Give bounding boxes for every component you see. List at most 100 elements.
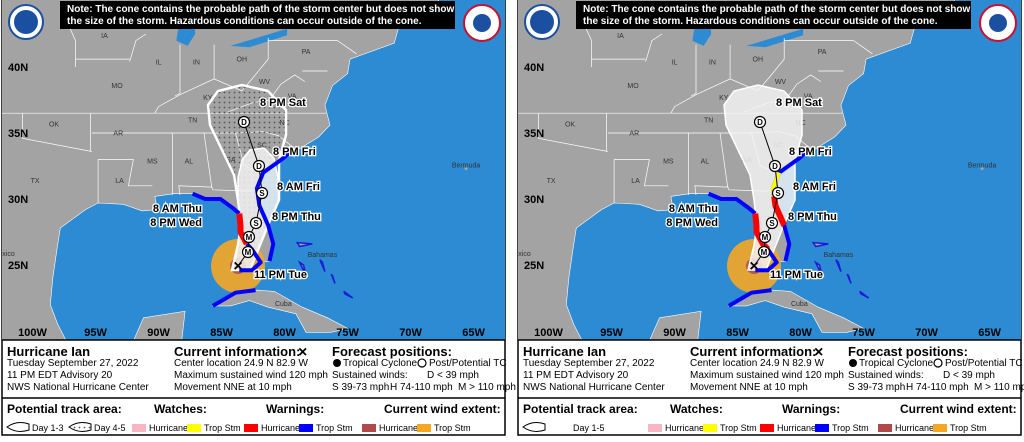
- tropical-label: Tropical Cyclone: [859, 358, 934, 369]
- note-text: Note: The cone contains the probable pat…: [583, 4, 970, 15]
- lon-label: 70W: [915, 327, 938, 339]
- lon-label: 65W: [978, 327, 1001, 339]
- place-label: AL: [701, 158, 710, 165]
- warnings-title: Warnings:: [782, 402, 840, 416]
- place-label: TN: [188, 117, 197, 124]
- lon-label: 95W: [84, 327, 107, 339]
- storm-info: NWS National Hurricane Center: [7, 382, 149, 393]
- warnings-title: Warnings:: [266, 402, 324, 416]
- place-label: MS: [147, 158, 158, 165]
- forecast-marker: D: [757, 118, 763, 127]
- forecast-marker: D: [256, 162, 262, 171]
- forecast-time: 8 PM Thu: [788, 211, 837, 223]
- winds-label: D < 39 mph: [943, 370, 995, 381]
- place-label: MS: [663, 158, 674, 165]
- current-line: Maximum sustained wind 120 mph: [690, 370, 844, 381]
- watches-swatch: [187, 424, 201, 432]
- tropical-icon: [849, 359, 857, 367]
- forecast-marker: D: [241, 118, 247, 127]
- lon-label: 95W: [600, 327, 623, 339]
- place-label: LA: [631, 178, 640, 185]
- lon-label: 75W: [336, 327, 359, 339]
- place-label: AR: [629, 131, 639, 138]
- note-text: Note: The cone contains the probable pat…: [67, 4, 454, 15]
- forecast-time: 8 PM Fri: [789, 146, 832, 158]
- post-label: Post/Potential TC: [429, 358, 507, 369]
- watches-swatch: [132, 424, 146, 432]
- warnings-label: Hurricane: [261, 423, 300, 433]
- place-label: MO: [627, 83, 639, 90]
- post-icon: [934, 359, 942, 367]
- winds-label: Sustained winds:: [332, 370, 408, 381]
- storm-info: Tuesday September 27, 2022: [523, 358, 655, 369]
- watches-title: Watches:: [154, 402, 207, 416]
- forecast-time: 8 PM Wed: [666, 217, 718, 229]
- place-label: PA: [818, 49, 827, 56]
- place-label: MO: [111, 83, 123, 90]
- lat-label: 35N: [8, 128, 28, 140]
- track-label: Day 4-5: [94, 423, 126, 433]
- forecast-marker: S: [259, 189, 265, 198]
- place-label: AR: [113, 131, 123, 138]
- storm-info: Hurricane Ian: [7, 344, 90, 359]
- current-line: Center location 24.9 N 82.9 W: [174, 358, 309, 369]
- forecast-marker: ×: [749, 258, 758, 275]
- warnings-swatch: [299, 424, 313, 432]
- place-label: PA: [302, 49, 311, 56]
- warnings-label: Trop Stm: [832, 423, 869, 433]
- current-line: Center location 24.9 N 82.9 W: [690, 358, 825, 369]
- note-text: the size of the storm. Hazardous conditi…: [583, 16, 938, 27]
- forecast-marker: M: [761, 248, 768, 257]
- track-label: Day 1-3: [32, 423, 64, 433]
- place-label: AL: [185, 158, 194, 165]
- storm-info: 11 PM EDT Advisory 20: [7, 370, 113, 381]
- post-label: Post/Potential TC: [945, 358, 1023, 369]
- winds-label: H 74-110 mph: [906, 382, 969, 393]
- panel: IAILINOHPANYMOKYWVVAOKARTNNCMSALGASCTXLA…: [0, 0, 516, 435]
- wind-title: Current wind extent:: [384, 402, 501, 416]
- track-label: Day 1-5: [573, 423, 605, 433]
- forecast-marker: M: [762, 233, 769, 242]
- noaa-logo-inner: [14, 10, 38, 34]
- winds-label: M > 110 mph: [974, 382, 1024, 393]
- warnings-swatch: [760, 424, 774, 432]
- storm-info: Hurricane Ian: [523, 344, 606, 359]
- lon-label: 75W: [852, 327, 875, 339]
- place-label: TX: [31, 178, 40, 185]
- lat-label: 30N: [524, 194, 544, 206]
- noaa-logo-inner: [530, 10, 554, 34]
- lat-label: 25N: [8, 260, 28, 272]
- place-label: Bermuda: [968, 162, 997, 169]
- place-label: OK: [49, 121, 59, 128]
- lon-label: 65W: [462, 327, 485, 339]
- warnings-label: Hurricane: [777, 423, 816, 433]
- forecast-marker: ×: [233, 258, 242, 275]
- lon-label: 85W: [210, 327, 233, 339]
- lon-label: 80W: [789, 327, 812, 339]
- current-line: Movement NNE at 10 mph: [690, 382, 808, 393]
- forecast-time: 8 PM Thu: [272, 211, 321, 223]
- place-label: IL: [156, 59, 162, 66]
- wind-label: Hurricane: [379, 423, 418, 433]
- lat-label: 40N: [524, 62, 544, 74]
- place-label: IA: [101, 33, 108, 40]
- wind-label: Trop Stm: [950, 423, 987, 433]
- lon-label: 90W: [147, 327, 170, 339]
- place-label: IN: [709, 59, 716, 66]
- place-label: OH: [753, 57, 764, 64]
- forecast-time: 8 PM Wed: [150, 217, 202, 229]
- winds-label: M > 110 mph: [458, 382, 516, 393]
- watches-label: Trop Stm: [720, 423, 757, 433]
- lat-label: 25N: [524, 260, 544, 272]
- track-title: Potential track area:: [7, 402, 122, 416]
- post-icon: [418, 359, 426, 367]
- forecast-marker: D: [772, 162, 778, 171]
- nws-logo-inner: [473, 14, 491, 32]
- wind-label: Trop Stm: [434, 423, 471, 433]
- forecast-title: Forecast positions:: [332, 344, 452, 359]
- wind-swatch: [362, 424, 376, 432]
- place-label: Mexico: [509, 251, 531, 258]
- winds-label: D < 39 mph: [427, 370, 479, 381]
